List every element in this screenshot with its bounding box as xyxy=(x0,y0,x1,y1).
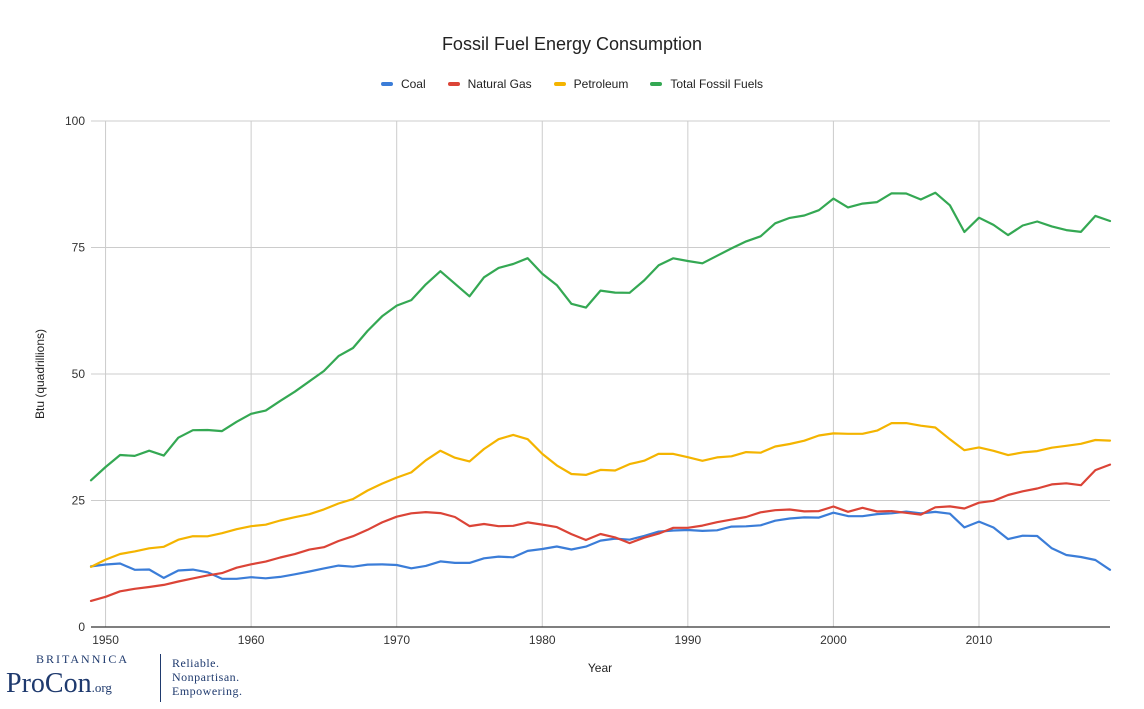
legend-item-coal[interactable]: Coal xyxy=(380,77,426,91)
chart-title: Fossil Fuel Energy Consumption xyxy=(441,34,703,54)
x-tick-label: 1970 xyxy=(383,633,410,647)
legend-item-petroleum[interactable]: Petroleum xyxy=(553,77,629,91)
series-line-natural-gas[interactable] xyxy=(89,463,1112,603)
legend-swatch-coal xyxy=(380,82,393,86)
y-tick-label: 0 xyxy=(78,620,85,634)
logo-procon-name: ProCon xyxy=(6,668,92,699)
x-tick-label: 1950 xyxy=(92,633,119,647)
y-tick-label: 75 xyxy=(72,241,86,255)
grid-lines xyxy=(91,120,1110,627)
legend-item-natural-gas[interactable]: Natural Gas xyxy=(447,77,532,91)
y-axis-label: Btu (quadrillions) xyxy=(33,328,47,420)
chart-legend: Coal Natural Gas Petroleum Total Fossil … xyxy=(0,77,1144,91)
series-line-total-fossil-fuels[interactable] xyxy=(89,191,1112,482)
y-tick-label: 25 xyxy=(72,494,86,508)
logo-tagline-2: Nonpartisan. xyxy=(172,670,240,684)
legend-label-coal: Coal xyxy=(400,77,426,91)
series-line-petroleum[interactable] xyxy=(89,422,1112,569)
x-tick-label: 2000 xyxy=(820,633,847,647)
legend-swatch-natural-gas xyxy=(447,82,460,86)
legend-swatch-total-fossil-fuels xyxy=(650,82,663,86)
legend-label-total-fossil-fuels: Total Fossil Fuels xyxy=(670,77,764,91)
x-axis-label: Year xyxy=(587,661,613,675)
legend-swatch-petroleum xyxy=(553,82,566,86)
y-tick-label: 50 xyxy=(72,367,86,381)
logo-divider xyxy=(160,654,161,702)
logo-procon-suffix: .org xyxy=(91,680,112,695)
legend-label-natural-gas: Natural Gas xyxy=(467,77,532,91)
x-tick-label: 1990 xyxy=(674,633,701,647)
y-tick-label: 100 xyxy=(65,114,85,128)
x-axis-ticks: 1950 1960 1970 1980 1990 2000 2010 xyxy=(92,633,992,647)
logo-tagline-1: Reliable. xyxy=(172,656,220,670)
logo-britannica: BRITANNICA xyxy=(36,652,130,666)
x-tick-label: 2010 xyxy=(966,633,993,647)
logo-procon: ProCon.org xyxy=(6,669,158,703)
series-line-coal[interactable] xyxy=(89,510,1112,580)
series-lines xyxy=(89,191,1112,603)
procon-logo[interactable]: BRITANNICA ProCon.org Reliable. Nonparti… xyxy=(6,652,266,704)
logo-wordmark: BRITANNICA ProCon.org xyxy=(6,652,158,703)
logo-tagline: Reliable. Nonpartisan. Empowering. xyxy=(172,656,243,698)
legend-item-total-fossil-fuels[interactable]: Total Fossil Fuels xyxy=(650,77,763,91)
legend-label-petroleum: Petroleum xyxy=(573,77,629,91)
x-tick-label: 1960 xyxy=(238,633,265,647)
x-tick-label: 1980 xyxy=(529,633,556,647)
y-axis-ticks: 0 25 50 75 100 xyxy=(65,114,85,634)
logo-tagline-3: Empowering. xyxy=(172,684,243,698)
